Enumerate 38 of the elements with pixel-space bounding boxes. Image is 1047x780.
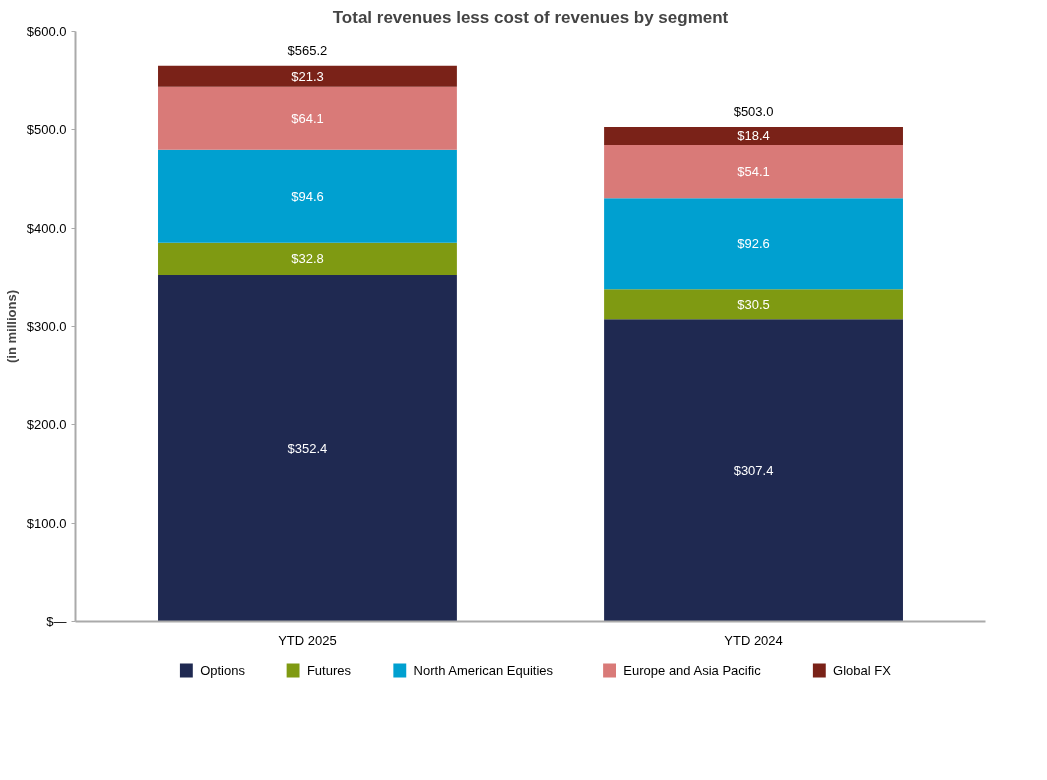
y-tick-label: $200.0 (26, 417, 67, 433)
data-label: $94.6 (291, 188, 324, 204)
data-label: $32.8 (291, 251, 324, 267)
y-tick-label: $— (46, 614, 67, 629)
data-label: $54.1 (737, 164, 770, 180)
bar (158, 65, 457, 87)
x-tick-label: YTD 2024 (724, 632, 783, 648)
legend-label: Options (200, 663, 246, 678)
y-tick-label: $300.0 (26, 319, 67, 334)
total-label: $503.0 (733, 103, 774, 119)
bar (604, 198, 903, 290)
legend-label: Europe and Asia Pacific (623, 663, 762, 678)
x-tick-label: YTD 2025 (278, 632, 337, 648)
data-label: $64.1 (291, 110, 324, 126)
bar (604, 144, 903, 199)
y-tick-label: $100.0 (26, 515, 67, 531)
bar (158, 86, 457, 150)
data-label: $21.3 (291, 68, 324, 84)
bar (158, 242, 457, 275)
data-label: $18.4 (737, 128, 770, 144)
y-tick-label: $600.0 (26, 24, 67, 39)
data-label: $30.5 (737, 296, 770, 312)
bar (604, 289, 903, 320)
bar (604, 126, 903, 145)
data-label: $307.4 (733, 462, 774, 478)
y-axis-title: (in millions) (3, 290, 19, 363)
data-label: $92.6 (737, 236, 770, 252)
legend-label: Futures (306, 663, 352, 678)
total-label: $565.2 (287, 42, 328, 58)
data-label: $352.4 (287, 440, 328, 456)
y-tick-label: $500.0 (26, 122, 67, 138)
bar (604, 319, 903, 622)
legend-label: North American Equities (413, 663, 554, 678)
y-tick-label: $400.0 (26, 220, 67, 236)
legend-label: Global FX (833, 663, 892, 678)
bar (158, 149, 457, 243)
bar (158, 274, 457, 622)
chart-title: Total revenues less cost of revenues by segment (332, 7, 729, 27)
